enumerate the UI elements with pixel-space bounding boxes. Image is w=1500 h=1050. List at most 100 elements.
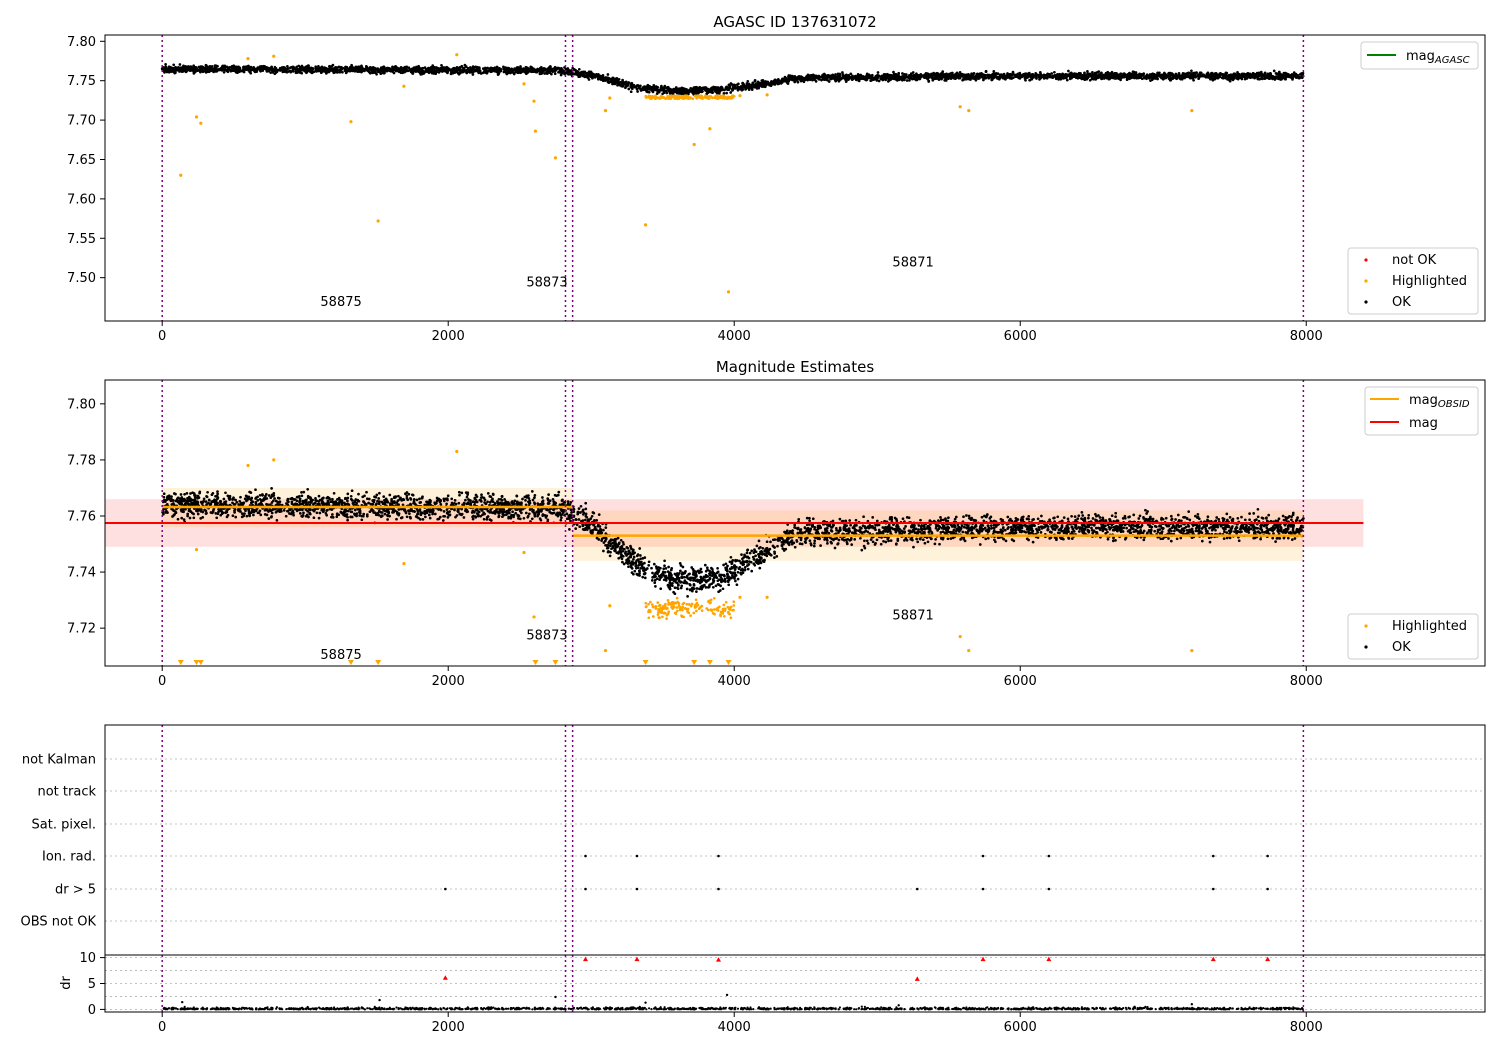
point-ok [865, 72, 869, 76]
point-ok [616, 81, 620, 84]
point-ok [902, 74, 905, 78]
point-ok [630, 86, 633, 90]
point-ok [823, 78, 827, 82]
point-ok [671, 92, 675, 96]
point-ok [642, 85, 646, 89]
point-highlighted [349, 120, 353, 124]
point-ok [371, 71, 375, 74]
point-ok [523, 68, 527, 71]
point-ok [973, 77, 977, 81]
point-ok [1230, 75, 1234, 79]
point-ok [854, 75, 858, 79]
point-ok [458, 65, 462, 69]
point-ok [1168, 74, 1172, 78]
point-ok [1107, 74, 1111, 78]
point-highlighted [721, 94, 725, 98]
point-ok [189, 492, 192, 495]
point-ok [214, 68, 218, 71]
x-tick-label: 8000 [1290, 329, 1323, 344]
point-ok [445, 68, 449, 71]
point-ok [164, 68, 168, 72]
point-ok [731, 89, 734, 92]
point-ok [984, 76, 987, 80]
point-ok [392, 67, 396, 71]
point-highlighted [708, 127, 712, 131]
point-ok [1045, 73, 1049, 77]
point-ok [620, 84, 624, 87]
point-ok [1064, 76, 1068, 80]
point-ok [932, 73, 936, 77]
point-ok [1067, 69, 1070, 73]
point-ok [673, 586, 677, 590]
point-ok [1008, 73, 1012, 76]
point-ok [753, 85, 757, 89]
point-ok [646, 85, 649, 89]
point-ok [703, 86, 707, 89]
point-ok [1165, 75, 1169, 79]
point-ok [1153, 76, 1157, 80]
axes: 0 2000 4000 6000 80007.507.557.607.657.707.7… [67, 35, 1323, 344]
point-ok [711, 91, 714, 94]
point-ok [591, 75, 595, 79]
point-ok [487, 69, 491, 72]
point-ok [1100, 71, 1103, 75]
point-ok [360, 64, 363, 68]
point-ok [543, 72, 546, 75]
point-ok [442, 69, 446, 73]
point-ok [1236, 516, 1240, 520]
point-ok [524, 65, 528, 69]
point-ok [1012, 73, 1016, 77]
point-ok [650, 89, 654, 92]
point-ok [266, 69, 270, 73]
point-ok [283, 66, 286, 69]
point-ok [1169, 539, 1173, 543]
point-ok [598, 76, 602, 80]
point-ok [296, 69, 300, 72]
point-ok [716, 566, 719, 570]
point-ok [1296, 74, 1300, 77]
point-ok [1263, 74, 1267, 78]
point-ok [1243, 75, 1247, 79]
point-ok [1260, 77, 1264, 81]
point-ok [562, 69, 566, 73]
point-ok [1272, 75, 1276, 79]
legend-label-not-ok: not OK [1392, 253, 1437, 268]
point-ok [334, 66, 338, 69]
point-ok [811, 78, 814, 82]
point-ok [739, 84, 743, 88]
point-ok [379, 67, 383, 71]
point-ok [267, 510, 270, 513]
point-ok [781, 79, 785, 83]
chart-title: AGASC ID 137631072 [713, 13, 876, 31]
point-ok [547, 493, 550, 496]
point-ok [1293, 74, 1297, 77]
point-ok [576, 70, 580, 74]
point-ok [664, 567, 668, 570]
point-ok [368, 67, 372, 70]
point-ok [183, 67, 186, 71]
point-ok [186, 512, 190, 516]
point-ok [203, 66, 207, 70]
point-highlighted [651, 95, 654, 98]
point-ok [1150, 72, 1154, 76]
point-highlighted [683, 96, 686, 100]
point-ok [497, 68, 501, 71]
point-ok [950, 75, 953, 78]
point-ok [901, 72, 904, 75]
point-ok [259, 69, 262, 73]
point-ok [668, 92, 672, 95]
y-tick-label: 7.65 [67, 153, 96, 168]
legend-marker-not-ok [1364, 258, 1368, 262]
point-ok [1216, 525, 1220, 529]
point-ok [1068, 75, 1072, 78]
point-ok [590, 71, 593, 75]
point-ok [170, 68, 174, 72]
point-ok [593, 76, 597, 79]
point-ok [235, 70, 239, 73]
point-ok [949, 537, 953, 540]
point-ok [930, 72, 933, 76]
point-ok [849, 72, 853, 76]
point-ok [773, 79, 777, 82]
point-ok [796, 77, 799, 81]
point-ok [581, 73, 585, 77]
